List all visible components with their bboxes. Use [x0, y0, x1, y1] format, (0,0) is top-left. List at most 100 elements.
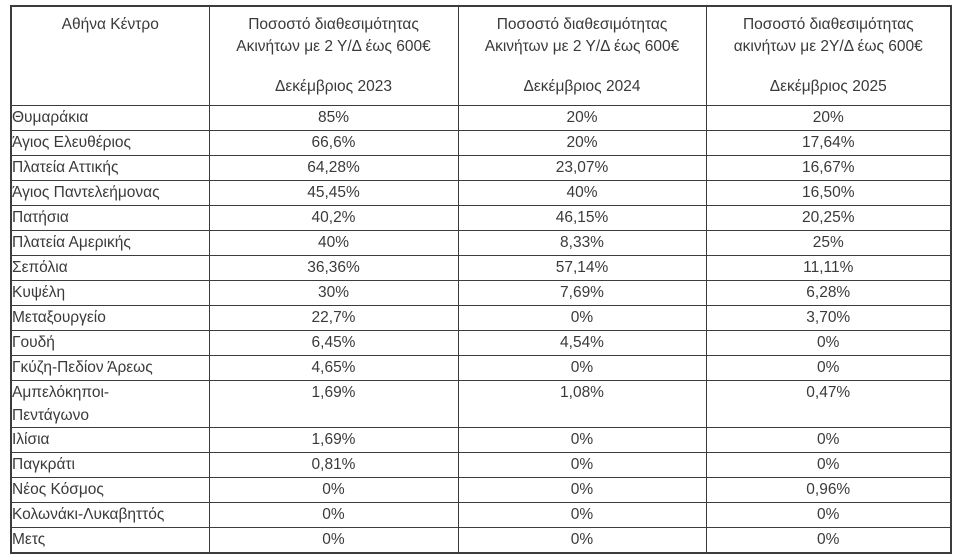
availability-value: 0% [208, 527, 459, 553]
neighborhood-name: Θυμαράκια [10, 105, 210, 131]
availability-value: 30% [208, 280, 459, 306]
table-row: Άγιος Παντελεήμονας 45,45% 40% 16,50% [10, 180, 952, 206]
table-row: Σεπόλια 36,36% 57,14% 11,11% [10, 255, 952, 281]
col-title: Ποσοστό διαθεσιμότητας Ακινήτων με 2 Υ/Δ… [484, 16, 680, 55]
availability-value: 25% [705, 230, 952, 256]
availability-value: 0% [705, 452, 952, 478]
neighborhood-name: Μεταξουργείο [10, 305, 210, 331]
col-header-dec-2023: Ποσοστό διαθεσιμότητας Ακινήτων με 2 Υ/Δ… [208, 5, 459, 106]
availability-table: Αθήνα Κέντρο Ποσοστό διαθεσιμότητας Ακιν… [10, 5, 952, 554]
neighborhood-name: Ιλίσια [10, 427, 210, 453]
table-row: Κολωνάκι-Λυκαβηττός 0% 0% 0% [10, 502, 952, 528]
availability-value: 17,64% [705, 130, 952, 156]
availability-value: 16,50% [705, 180, 952, 206]
availability-value: 0,81% [208, 452, 459, 478]
table-row: Πλατεία Αττικής 64,28% 23,07% 16,67% [10, 155, 952, 181]
availability-value: 22,7% [208, 305, 459, 331]
availability-value: 11,11% [705, 255, 952, 281]
availability-value: 4,54% [457, 330, 707, 356]
neighborhood-name: Κυψέλη [10, 280, 210, 306]
table-row: Νέος Κόσμος 0% 0% 0,96% [10, 477, 952, 503]
table-row: Παγκράτι 0,81% 0% 0% [10, 452, 952, 478]
availability-value: 6,28% [705, 280, 952, 306]
availability-value: 0% [457, 355, 707, 381]
availability-value: 0% [457, 477, 707, 503]
availability-value: 40,2% [208, 205, 459, 231]
table-row: Άγιος Ελευθέριος 66,6% 20% 17,64% [10, 130, 952, 156]
availability-value: 23,07% [457, 155, 707, 181]
availability-value: 20,25% [705, 205, 952, 231]
availability-value: 16,67% [705, 155, 952, 181]
col-period: Δεκέμβριος 2024 [523, 78, 641, 95]
col-period: Δεκέμβριος 2023 [275, 78, 392, 95]
neighborhood-name: Πλατεία Αμερικής [10, 230, 210, 256]
availability-value: 6,45% [208, 330, 459, 356]
availability-value: 0% [457, 502, 707, 528]
availability-value: 0% [705, 355, 952, 381]
table-row: Μεταξουργείο 22,7% 0% 3,70% [10, 305, 952, 331]
availability-value: 0,96% [705, 477, 952, 503]
availability-value: 0% [457, 527, 707, 553]
availability-value: 0% [208, 502, 459, 528]
col-period: Δεκέμβριος 2025 [769, 78, 887, 95]
availability-value: 0% [457, 452, 707, 478]
availability-value: 20% [705, 105, 952, 131]
availability-value: 0% [208, 477, 459, 503]
availability-value: 40% [208, 230, 459, 256]
neighborhood-name: Γουδή [10, 330, 210, 356]
availability-value: 46,15% [457, 205, 707, 231]
table-row: Γουδή 6,45% 4,54% 0% [10, 330, 952, 356]
availability-value: 45,45% [208, 180, 459, 206]
availability-value: 57,14% [457, 255, 707, 281]
neighborhood-name: Πλατεία Αττικής [10, 155, 210, 181]
availability-value: 0,47% [705, 380, 952, 428]
neighborhood-name: Μετς [10, 527, 210, 553]
col-title: Ποσοστό διαθεσιμότητας Ακινήτων με 2 Υ/Δ… [236, 16, 431, 55]
neighborhood-name: Νέος Κόσμος [10, 477, 210, 503]
neighborhood-name: Άγιος Ελευθέριος [10, 130, 210, 156]
table-row: Αμπελόκηποι- Πεντάγωνο 1,69% 1,08% 0,47% [10, 380, 952, 428]
availability-value: 0% [705, 527, 952, 553]
availability-value: 8,33% [457, 230, 707, 256]
table-row: Πλατεία Αμερικής 40% 8,33% 25% [10, 230, 952, 256]
col-header-dec-2024: Ποσοστό διαθεσιμότητας Ακινήτων με 2 Υ/Δ… [457, 5, 707, 106]
availability-value: 85% [208, 105, 459, 131]
col-title: Ποσοστό διαθεσιμότητας ακινήτων με 2Υ/Δ … [733, 16, 923, 55]
neighborhood-name: Αμπελόκηποι- Πεντάγωνο [10, 380, 210, 428]
availability-value: 0% [457, 305, 707, 331]
availability-value: 40% [457, 180, 707, 206]
table-row: Κυψέλη 30% 7,69% 6,28% [10, 280, 952, 306]
header-row: Αθήνα Κέντρο Ποσοστό διαθεσιμότητας Ακιν… [10, 5, 952, 106]
table-row: Θυμαράκια 85% 20% 20% [10, 105, 952, 131]
availability-value: 4,65% [208, 355, 459, 381]
availability-value: 20% [457, 105, 707, 131]
table-body: Θυμαράκια 85% 20% 20% Άγιος Ελευθέριος 66,6% 2… [10, 105, 952, 553]
availability-value: 7,69% [457, 280, 707, 306]
table-row: Πατήσια 40,2% 46,15% 20,25% [10, 205, 952, 231]
availability-value: 64,28% [208, 155, 459, 181]
availability-value: 0% [705, 330, 952, 356]
neighborhood-name: Πατήσια [10, 205, 210, 231]
availability-value: 0% [705, 502, 952, 528]
availability-value: 66,6% [208, 130, 459, 156]
availability-value: 0% [457, 427, 707, 453]
col-header-area: Αθήνα Κέντρο [10, 5, 210, 106]
availability-value: 1,69% [208, 427, 459, 453]
neighborhood-name: Κολωνάκι-Λυκαβηττός [10, 502, 210, 528]
table-row: Μετς 0% 0% 0% [10, 527, 952, 553]
neighborhood-name: Γκύζη-Πεδίον Άρεως [10, 355, 210, 381]
availability-value: 36,36% [208, 255, 459, 281]
neighborhood-name: Παγκράτι [10, 452, 210, 478]
availability-value: 1,08% [457, 380, 707, 428]
availability-value: 0% [705, 427, 952, 453]
neighborhood-name: Σεπόλια [10, 255, 210, 281]
neighborhood-name: Άγιος Παντελεήμονας [10, 180, 210, 206]
availability-value: 3,70% [705, 305, 952, 331]
col-header-dec-2025: Ποσοστό διαθεσιμότητας ακινήτων με 2Υ/Δ … [705, 5, 952, 106]
table-row: Γκύζη-Πεδίον Άρεως 4,65% 0% 0% [10, 355, 952, 381]
area-header-label: Αθήνα Κέντρο [61, 16, 159, 33]
availability-value: 20% [457, 130, 707, 156]
availability-value: 1,69% [208, 380, 459, 428]
table-row: Ιλίσια 1,69% 0% 0% [10, 427, 952, 453]
